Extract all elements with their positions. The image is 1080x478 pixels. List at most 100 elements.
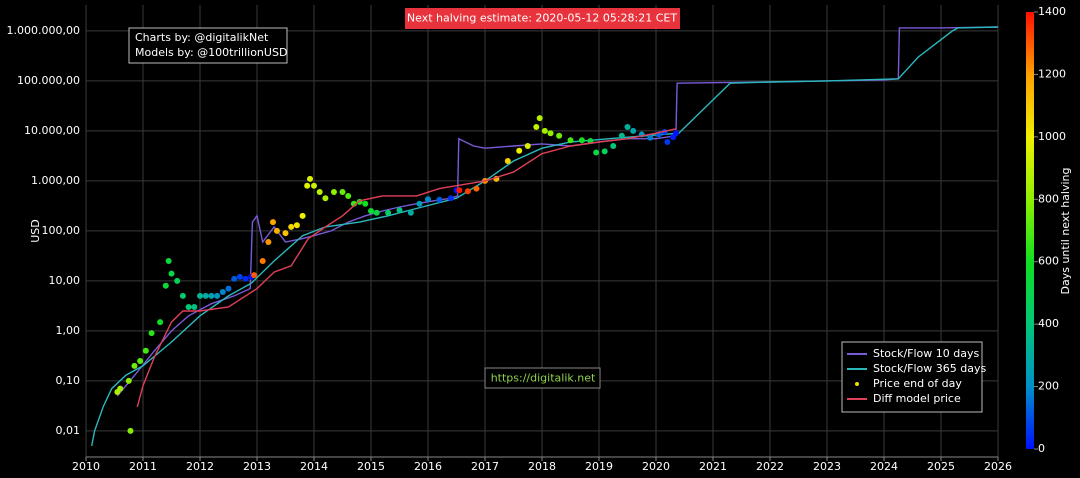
price-point — [304, 182, 311, 189]
x-tick-label: 2010 — [72, 460, 100, 473]
price-point — [425, 196, 431, 203]
price-point — [165, 257, 172, 264]
price-point — [311, 182, 317, 189]
x-tick-label: 2019 — [585, 460, 613, 473]
colorbar-tick-label: 0 — [1038, 442, 1045, 455]
price-point — [293, 222, 300, 229]
price-point — [185, 304, 192, 311]
y-tick-label: 0,01 — [56, 424, 81, 437]
price-point — [362, 200, 369, 207]
price-point — [251, 272, 258, 279]
price-point — [307, 175, 314, 182]
price-point — [137, 357, 144, 364]
y-tick-label: 100,00 — [42, 224, 81, 237]
price-point — [547, 130, 554, 137]
colorbar — [1026, 12, 1034, 449]
y-tick-label: 10.000,00 — [24, 124, 80, 137]
y-tick-label: 1.000,00 — [31, 174, 80, 187]
price-point — [225, 285, 232, 292]
price-point — [231, 275, 238, 282]
price-point — [630, 127, 637, 134]
annotation: Models by: @100trillionUSD — [135, 46, 287, 59]
marks — [91, 26, 999, 447]
x-tick-label: 2012 — [186, 460, 214, 473]
x-tick-label: 2011 — [129, 460, 157, 473]
price-point — [191, 304, 198, 311]
price-point — [373, 209, 380, 216]
price-point — [516, 147, 523, 154]
price-point — [330, 188, 337, 195]
x-tick-label: 2020 — [642, 460, 670, 473]
price-point — [236, 273, 243, 280]
price-point — [618, 132, 625, 139]
colorbar-tick-label: 1400 — [1038, 5, 1066, 18]
price-point — [647, 134, 654, 141]
price-point — [148, 330, 155, 337]
price-point — [288, 223, 295, 230]
y-axis-label: USD — [29, 219, 42, 243]
line — [116, 26, 999, 397]
price-point — [208, 292, 215, 299]
price-point — [162, 282, 169, 289]
price-point — [219, 288, 226, 295]
colorbar-tick-label: 800 — [1038, 192, 1059, 205]
colorbar-label: Days until next halving — [1059, 168, 1072, 295]
price-point — [385, 209, 392, 216]
y-tick-label: 10,00 — [49, 274, 81, 287]
price-point — [624, 123, 631, 130]
title-box — [405, 8, 680, 29]
legend-symbol — [855, 382, 859, 386]
price-point — [464, 188, 471, 195]
credits-box — [128, 27, 288, 64]
price-point — [610, 142, 617, 149]
price-point — [447, 195, 454, 202]
colorbar-tick-label: 600 — [1038, 255, 1059, 268]
price-point — [578, 137, 585, 144]
price-point — [436, 196, 443, 203]
price-point — [269, 219, 276, 226]
annotation: https://digitalik.net — [491, 372, 596, 385]
price-point — [174, 277, 181, 284]
x-tick-label: 2026 — [984, 460, 1012, 473]
price-point — [282, 230, 289, 237]
price-point — [142, 347, 149, 354]
price-point — [259, 257, 266, 264]
x-tick-label: 2022 — [756, 460, 784, 473]
price-point — [179, 292, 186, 299]
price-point — [345, 192, 352, 199]
price-point — [157, 319, 164, 326]
legend-label: Diff model price — [873, 392, 961, 405]
price-point — [672, 130, 679, 137]
chart-title: Next halving estimate: 2020-05-12 05:28:… — [407, 12, 677, 25]
colorbar-tick-label: 1200 — [1038, 67, 1066, 80]
price-point — [339, 188, 346, 195]
price-point — [265, 238, 272, 245]
price-point — [127, 427, 134, 434]
price-point — [533, 123, 540, 130]
legend-label: Stock/Flow 10 days — [873, 347, 979, 360]
x-tick-label: 2015 — [357, 460, 385, 473]
price-point — [664, 138, 671, 145]
x-tick-label: 2018 — [528, 460, 556, 473]
url-box — [484, 367, 601, 389]
x-tick-label: 2017 — [471, 460, 499, 473]
price-point — [396, 207, 403, 214]
price-point — [273, 227, 280, 234]
price-point — [168, 270, 175, 277]
colorbar-tick-label: 1000 — [1038, 130, 1066, 143]
price-point — [131, 362, 138, 369]
price-point — [322, 195, 329, 202]
price-point — [407, 209, 414, 216]
price-point — [541, 127, 548, 134]
y-tick-label: 100.000,00 — [17, 74, 80, 87]
colorbar-tick-label: 400 — [1038, 317, 1059, 330]
price-point — [593, 149, 600, 156]
price-point — [456, 187, 463, 194]
y-tick-label: 1,00 — [56, 324, 81, 337]
price-point — [524, 142, 531, 149]
colorbar-tick-label: 200 — [1038, 380, 1059, 393]
price-point — [299, 212, 306, 219]
price-point — [197, 292, 203, 299]
